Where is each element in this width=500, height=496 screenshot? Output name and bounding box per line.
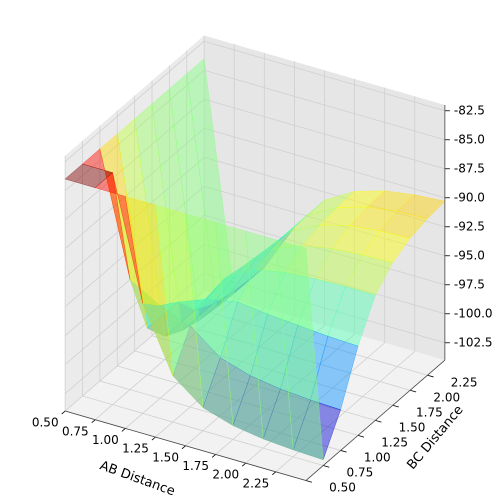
grid-line xyxy=(204,98,445,170)
y-tick xyxy=(340,450,347,453)
surface-face xyxy=(275,239,324,461)
axis-line xyxy=(305,359,446,481)
z-tick-label: -82.5 xyxy=(454,103,485,117)
grid-line xyxy=(99,380,341,451)
y-tick xyxy=(375,419,382,423)
z-tick-label: -102.5 xyxy=(454,335,493,349)
grid-line xyxy=(204,69,445,141)
z-tick-label: -87.5 xyxy=(454,161,485,175)
x-tick-label: 0.50 xyxy=(32,416,59,430)
y-tick-label: 0.75 xyxy=(347,466,374,480)
x-tick-label: 1.50 xyxy=(152,450,179,464)
x-tick-label: 2.25 xyxy=(243,476,270,490)
grid-line xyxy=(64,272,205,394)
y-tick-label: 2.00 xyxy=(433,390,460,404)
x-tick-label: 1.00 xyxy=(92,433,119,447)
y-tick-label: 1.75 xyxy=(416,405,443,419)
grid-line xyxy=(64,98,205,220)
x-tick-label: 2.00 xyxy=(212,468,239,482)
grid-line xyxy=(64,243,205,365)
x-tick-label: 0.75 xyxy=(62,424,89,438)
x-tick-label: 1.75 xyxy=(182,459,209,473)
grid-line xyxy=(204,127,445,199)
y-tick-label: 1.25 xyxy=(381,435,408,449)
x-tick xyxy=(61,410,66,415)
y-tick-label: 1.50 xyxy=(399,420,426,434)
x-tick xyxy=(181,445,186,450)
y-tick xyxy=(323,465,330,468)
grid-line xyxy=(204,214,445,286)
surface-face xyxy=(64,163,114,188)
grid-line xyxy=(82,395,324,466)
z-tick-label: -97.5 xyxy=(454,277,485,291)
grid-line xyxy=(186,305,428,376)
grid-line xyxy=(64,40,205,162)
grid-line xyxy=(204,185,445,257)
y-tick xyxy=(392,404,399,408)
z-tick-label: -92.5 xyxy=(454,219,485,233)
y-tick-label: 1.00 xyxy=(364,450,391,464)
x-tick xyxy=(91,419,96,424)
grid-line xyxy=(204,243,445,315)
grid-line xyxy=(134,350,376,421)
y-tick-label: 0.50 xyxy=(329,481,356,495)
x-tick xyxy=(121,428,126,432)
grid-line xyxy=(151,335,393,406)
z-tick-label: -95.0 xyxy=(454,248,485,262)
z-tick-label: -85.0 xyxy=(454,132,485,146)
axis-line xyxy=(65,410,306,481)
x-tick xyxy=(272,471,277,476)
y-tick xyxy=(305,480,313,483)
grid-line xyxy=(64,127,205,249)
x-tick xyxy=(241,462,246,467)
surface xyxy=(64,58,446,461)
grid-line xyxy=(117,365,359,436)
x-tick-label: 1.25 xyxy=(122,442,149,456)
y-tick-label: 2.25 xyxy=(451,375,478,389)
grid-line xyxy=(204,40,445,112)
z-tick-label: -90.0 xyxy=(454,190,485,204)
grid-line xyxy=(64,69,205,191)
x-tick xyxy=(151,436,156,441)
grid-line xyxy=(64,214,205,336)
x-tick xyxy=(211,454,216,458)
grid-line xyxy=(204,156,445,228)
y-tick xyxy=(357,435,365,438)
y-tick xyxy=(427,374,434,378)
grid xyxy=(64,35,445,481)
y-tick xyxy=(410,389,417,393)
z-tick-label: -100.0 xyxy=(454,306,493,320)
